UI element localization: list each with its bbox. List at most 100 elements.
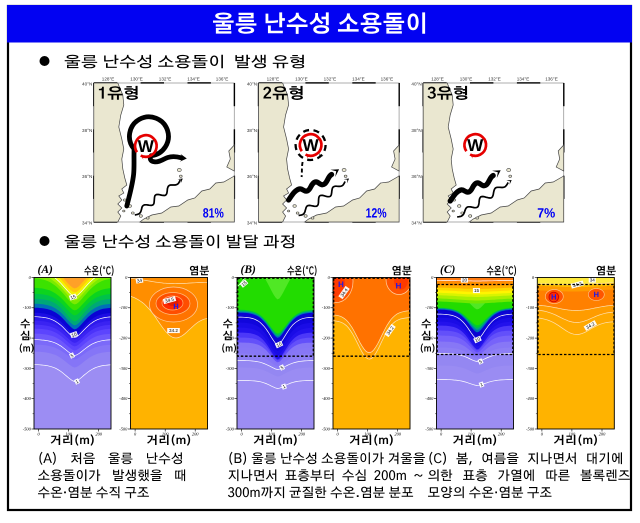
svg-text:-500: -500 [526, 426, 535, 431]
svg-text:10: 10 [474, 336, 481, 343]
svg-text:1: 1 [75, 379, 80, 385]
svg-text:134°E: 134°E [187, 77, 200, 82]
svg-text:(B): (B) [241, 264, 257, 276]
svg-text:40°N: 40°N [82, 82, 92, 87]
svg-text:128°E: 128°E [102, 77, 115, 82]
svg-text:1: 1 [480, 382, 485, 388]
svg-text:-100: -100 [226, 305, 235, 310]
svg-text:200: 200 [498, 432, 505, 437]
svg-text:0: 0 [240, 432, 243, 437]
svg-text:34: 34 [590, 278, 596, 283]
svg-text:-400: -400 [119, 396, 128, 401]
svg-text:-100: -100 [526, 305, 535, 310]
svg-text:0: 0 [37, 432, 40, 437]
svg-text:-400: -400 [425, 396, 434, 401]
svg-text:34.2: 34.2 [386, 325, 395, 336]
svg-text:134°E: 134°E [517, 77, 530, 82]
svg-text:5: 5 [478, 359, 483, 365]
svg-text:200: 200 [298, 432, 305, 437]
svg-text:34.4: 34.4 [340, 287, 349, 298]
svg-text:-100: -100 [119, 305, 128, 310]
svg-text:0: 0 [532, 275, 535, 280]
svg-text:15: 15 [241, 280, 248, 287]
svg-text:100: 100 [65, 432, 72, 437]
svg-text:-200: -200 [23, 336, 32, 341]
svg-text:34°N: 34°N [82, 220, 92, 225]
svg-text:36°N: 36°N [411, 174, 421, 179]
svg-text:130°E: 130°E [295, 77, 308, 82]
svg-text:0: 0 [431, 275, 434, 280]
svg-text:100: 100 [569, 432, 576, 437]
svg-text:200: 200 [599, 432, 606, 437]
svg-text:136°E: 136°E [216, 77, 229, 82]
svg-text:-200: -200 [526, 336, 535, 341]
svg-text:20: 20 [462, 278, 468, 283]
svg-text:34.2: 34.2 [169, 328, 178, 333]
svg-text:-400: -400 [322, 396, 331, 401]
svg-text:-100: -100 [425, 305, 434, 310]
svg-text:-400: -400 [226, 396, 235, 401]
svg-text:-200: -200 [322, 336, 331, 341]
svg-text:34°N: 34°N [247, 220, 257, 225]
svg-text:-500: -500 [23, 426, 32, 431]
svg-text:100: 100 [162, 432, 169, 437]
svg-text:-300: -300 [226, 366, 235, 371]
svg-text:200: 200 [394, 432, 401, 437]
svg-text:-200: -200 [226, 336, 235, 341]
svg-text:100: 100 [468, 432, 475, 437]
svg-text:100: 100 [268, 432, 275, 437]
svg-text:-500: -500 [226, 426, 235, 431]
svg-text:128°E: 128°E [267, 77, 280, 82]
svg-text:134°E: 134°E [352, 77, 365, 82]
svg-text:34: 34 [137, 278, 143, 284]
svg-text:136°E: 136°E [381, 77, 394, 82]
svg-text:132°E: 132°E [159, 77, 172, 82]
svg-text:38°N: 38°N [247, 128, 257, 133]
svg-text:-500: -500 [119, 426, 128, 431]
svg-text:128°E: 128°E [431, 77, 444, 82]
svg-text:132°E: 132°E [488, 77, 501, 82]
svg-text:200: 200 [95, 432, 102, 437]
svg-text:130°E: 130°E [460, 77, 473, 82]
svg-text:5: 5 [280, 365, 285, 371]
svg-text:-500: -500 [322, 426, 331, 431]
svg-text:0: 0 [125, 275, 128, 280]
svg-text:0: 0 [134, 432, 137, 437]
svg-text:-400: -400 [526, 396, 535, 401]
svg-text:136°E: 136°E [545, 77, 558, 82]
svg-text:-400: -400 [23, 396, 32, 401]
svg-text:5: 5 [70, 353, 75, 359]
svg-text:10: 10 [276, 341, 283, 348]
svg-text:132°E: 132°E [324, 77, 337, 82]
svg-text:0: 0 [328, 275, 331, 280]
svg-text:38°N: 38°N [82, 128, 92, 133]
svg-text:200: 200 [192, 432, 199, 437]
svg-text:-300: -300 [425, 366, 434, 371]
svg-text:-300: -300 [322, 366, 331, 371]
svg-text:(C): (C) [440, 264, 456, 276]
svg-text:0: 0 [336, 432, 339, 437]
svg-text:-100: -100 [23, 305, 32, 310]
svg-text:0: 0 [541, 432, 544, 437]
svg-text:0: 0 [232, 275, 235, 280]
svg-text:(A): (A) [38, 264, 54, 276]
svg-text:0: 0 [29, 275, 32, 280]
svg-text:-100: -100 [322, 305, 331, 310]
svg-text:34°N: 34°N [411, 220, 421, 225]
svg-text:10: 10 [71, 331, 78, 338]
svg-text:-200: -200 [119, 336, 128, 341]
svg-text:40°N: 40°N [411, 82, 421, 87]
svg-text:36°N: 36°N [82, 174, 92, 179]
svg-text:130°E: 130°E [130, 77, 143, 82]
svg-text:-300: -300 [526, 366, 535, 371]
svg-text:-300: -300 [119, 366, 128, 371]
svg-text:-500: -500 [425, 426, 434, 431]
svg-text:40°N: 40°N [247, 82, 257, 87]
svg-text:15: 15 [70, 294, 77, 301]
svg-text:34.2: 34.2 [585, 321, 596, 330]
svg-text:1: 1 [282, 384, 287, 390]
svg-text:100: 100 [364, 432, 371, 437]
svg-text:15: 15 [474, 288, 480, 293]
svg-text:34.5: 34.5 [165, 297, 175, 304]
svg-text:36°N: 36°N [247, 174, 257, 179]
